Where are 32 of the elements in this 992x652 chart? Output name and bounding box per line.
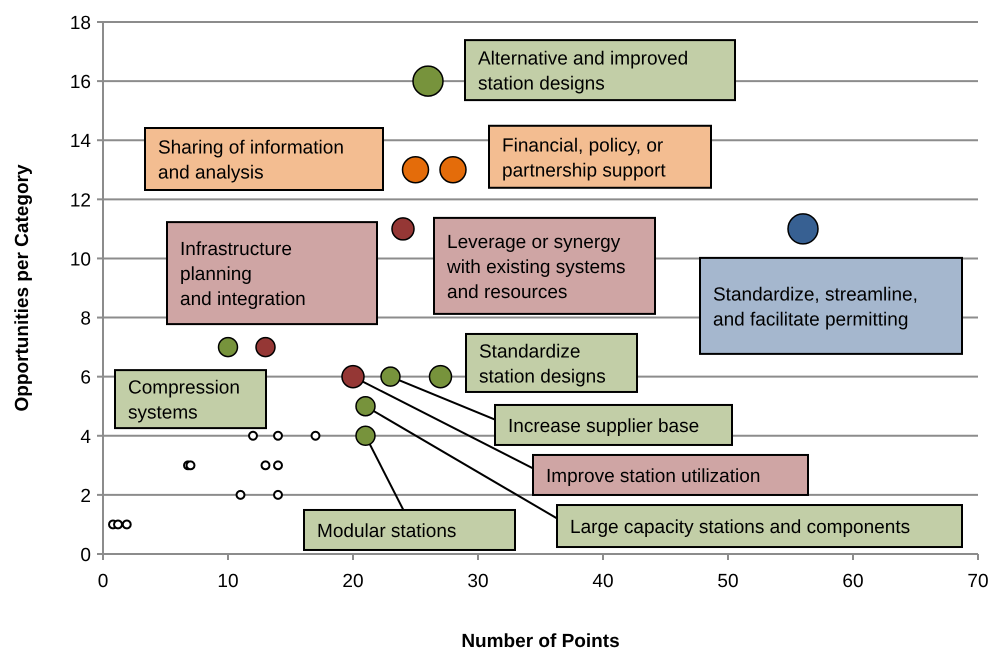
x-axis-title: Number of Points xyxy=(461,631,620,652)
y-tick-label: 16 xyxy=(70,72,91,94)
annotation: Increase supplier base xyxy=(508,416,700,437)
y-tick-label: 10 xyxy=(70,249,91,270)
x-tick-label: 10 xyxy=(217,571,239,592)
y-tick-label: 12 xyxy=(70,190,91,212)
x-tick-label: 50 xyxy=(717,571,739,592)
annotation: Financial, policy, or partnership support xyxy=(502,135,666,182)
annotation: Improve station utilization xyxy=(546,466,760,487)
y-axis-title: Opportunities per Category xyxy=(12,164,33,412)
y-tick-label: 8 xyxy=(80,308,91,330)
y-tick-label: 2 xyxy=(80,486,91,507)
annotation: Modular stations xyxy=(317,520,456,542)
y-tick-label: 0 xyxy=(80,545,91,566)
x-tick-label: 40 xyxy=(592,571,614,592)
annotation: Alternative and improved station designs xyxy=(478,48,688,95)
annotation: Standardize station designs xyxy=(479,341,606,388)
annotation: Sharing of information and analysis xyxy=(158,138,344,184)
x-tick-label: 70 xyxy=(967,571,989,592)
annotation: Leverage or synergy with existing systems and resources xyxy=(446,232,626,303)
annotation: Infrastructure planning and integration xyxy=(180,239,306,310)
y-tick-label: 14 xyxy=(70,131,92,152)
y-tick-label: 18 xyxy=(70,13,91,34)
annotation: Compression systems xyxy=(128,378,240,424)
x-tick-label: 0 xyxy=(98,571,108,592)
x-tick-label: 30 xyxy=(467,571,489,592)
y-tick-label: 4 xyxy=(80,426,92,448)
x-tick-label: 60 xyxy=(842,571,864,592)
annotation: Standardize, streamline, and facilitate permitting xyxy=(713,284,918,330)
annotation: Large capacity stations and components xyxy=(570,517,910,538)
x-tick-label: 20 xyxy=(342,571,364,592)
y-tick-label: 6 xyxy=(80,368,91,389)
